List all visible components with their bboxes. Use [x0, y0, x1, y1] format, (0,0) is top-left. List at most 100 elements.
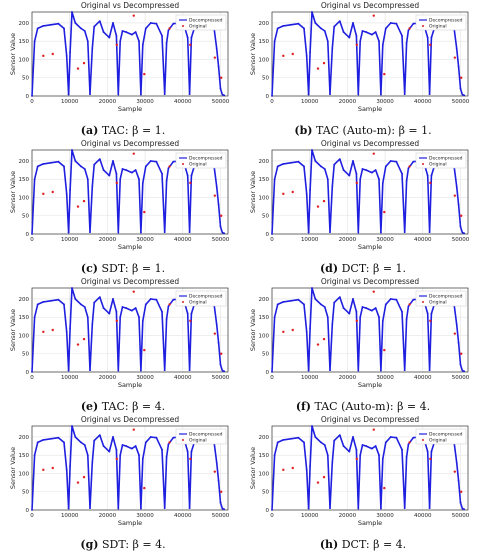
- point-decompressed: [428, 507, 431, 510]
- y-tick-label: 100: [19, 195, 30, 201]
- point-decompressed: [359, 454, 362, 457]
- point-decompressed: [163, 507, 166, 510]
- point-decompressed: [115, 34, 118, 37]
- point-original: [282, 54, 285, 58]
- y-tick-label: 0: [26, 508, 30, 514]
- point-decompressed: [457, 341, 460, 344]
- point-decompressed: [130, 309, 133, 312]
- point-decompressed: [57, 298, 60, 301]
- point-original: [42, 468, 45, 472]
- x-axis-label: Sample: [118, 519, 142, 527]
- point-original: [355, 43, 359, 47]
- plot-frame: [271, 149, 469, 235]
- point-original: [189, 181, 192, 185]
- point-decompressed: [161, 310, 163, 313]
- point-decompressed: [455, 461, 458, 464]
- point-decompressed: [67, 507, 70, 510]
- y-tick-label: 200: [259, 21, 270, 27]
- point-decompressed: [108, 312, 111, 315]
- point-decompressed: [381, 181, 384, 184]
- point-original: [429, 457, 432, 461]
- point-decompressed: [89, 369, 91, 372]
- point-decompressed: [80, 441, 82, 444]
- point-decompressed: [91, 47, 94, 50]
- panel-label: (f): [295, 400, 311, 413]
- point-decompressed: [273, 40, 276, 43]
- y-tick-label: 0: [26, 94, 30, 100]
- point-decompressed: [138, 454, 140, 457]
- chart-panel: Original vs Decompressed 0 10000 20000 30000…: [249, 139, 470, 251]
- point-decompressed: [188, 369, 191, 372]
- point-decompressed: [305, 330, 308, 333]
- x-tick-label: 50000: [212, 237, 230, 243]
- x-tick-label: 10000: [301, 513, 319, 519]
- point-decompressed: [69, 327, 71, 330]
- point-decompressed: [217, 341, 220, 344]
- point-decompressed: [144, 165, 147, 168]
- point-decompressed: [384, 165, 387, 168]
- x-tick-label: 20000: [99, 237, 117, 243]
- point-original: [76, 67, 80, 70]
- plot-frame: [31, 287, 229, 373]
- point-decompressed: [102, 445, 105, 447]
- point-decompressed: [329, 231, 331, 234]
- x-tick-label: 0: [30, 513, 34, 519]
- point-decompressed: [121, 168, 124, 170]
- point-decompressed: [348, 36, 351, 39]
- plot-frame: [271, 425, 469, 511]
- point-decompressed: [190, 312, 193, 315]
- point-decompressed: [311, 149, 313, 151]
- point-decompressed: [320, 27, 322, 30]
- point-decompressed: [190, 36, 193, 39]
- legend-swatch-original: [182, 163, 184, 165]
- plot-frame: [31, 425, 229, 511]
- y-tick-label: 200: [259, 297, 270, 303]
- legend-box: [415, 428, 467, 445]
- point-original: [51, 328, 54, 332]
- chart-title: Original vs Decompressed: [81, 139, 180, 148]
- point-decompressed: [71, 287, 73, 289]
- point-decompressed: [401, 448, 403, 451]
- point-decompressed: [401, 34, 403, 37]
- point-decompressed: [333, 439, 336, 442]
- point-decompressed: [115, 172, 118, 175]
- plot-frame: [271, 11, 469, 97]
- point-decompressed: [361, 168, 364, 170]
- point-decompressed: [49, 23, 52, 26]
- point-decompressed: [125, 31, 128, 33]
- point-original: [316, 205, 320, 208]
- point-decompressed: [338, 434, 341, 437]
- point-decompressed: [374, 31, 377, 33]
- chart-panel: Original vs Decompressed 0 10000 20000 30000…: [249, 1, 470, 113]
- point-decompressed: [83, 168, 86, 170]
- panel-caption-text: TAC (Auto-m): β = 1.: [315, 124, 432, 137]
- point-decompressed: [282, 300, 285, 303]
- point-decompressed: [172, 22, 175, 25]
- point-decompressed: [407, 167, 410, 170]
- panel-label: (g): [80, 538, 99, 551]
- point-decompressed: [67, 231, 70, 234]
- legend-label-decompressed: Decompressed: [189, 432, 223, 438]
- point-decompressed: [323, 444, 326, 446]
- point-decompressed: [311, 11, 313, 13]
- point-decompressed: [381, 457, 384, 460]
- point-decompressed: [57, 160, 60, 163]
- point-original: [42, 330, 45, 334]
- point-decompressed: [282, 24, 285, 27]
- point-original: [132, 14, 135, 17]
- legend-swatch-original: [422, 25, 424, 27]
- point-decompressed: [71, 425, 73, 427]
- point-decompressed: [155, 160, 158, 163]
- point-decompressed: [215, 185, 218, 188]
- x-tick-label: 40000: [414, 237, 432, 243]
- y-tick-label: 200: [19, 297, 30, 303]
- x-tick-label: 30000: [376, 513, 394, 519]
- point-decompressed: [125, 169, 128, 171]
- point-decompressed: [326, 316, 329, 319]
- y-axis-label: Sensor Value: [9, 309, 17, 351]
- point-decompressed: [403, 93, 406, 96]
- point-decompressed: [384, 303, 387, 306]
- x-tick-label: 0: [270, 99, 274, 105]
- y-tick-label: 100: [19, 57, 30, 63]
- legend-label-decompressed: Decompressed: [189, 18, 223, 24]
